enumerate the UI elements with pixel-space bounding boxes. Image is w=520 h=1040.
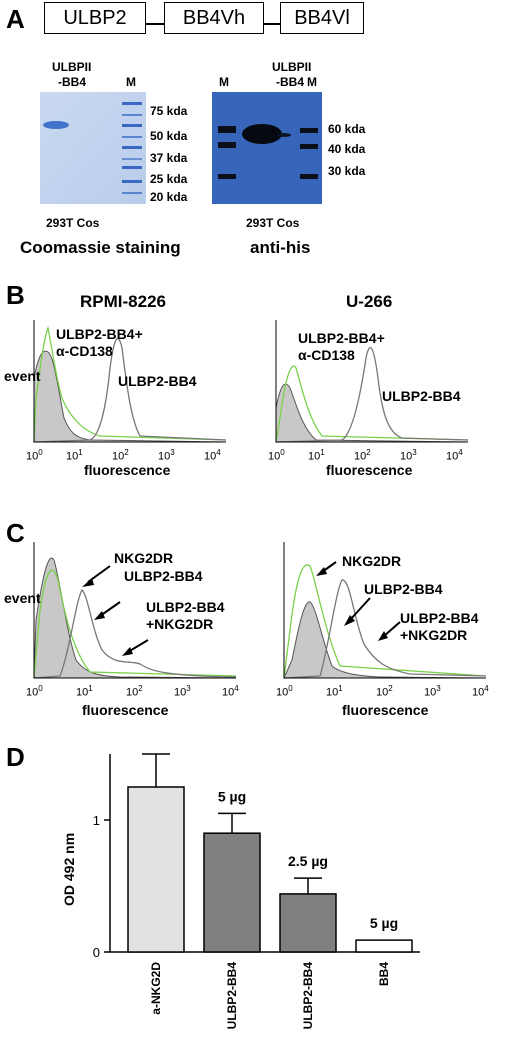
kda-label: 60 kda (328, 122, 366, 136)
kda-label: 30 kda (328, 164, 366, 178)
histogram-label: ULBP2-BB4+ (298, 330, 385, 346)
category-label: a-NKG2D (149, 962, 163, 1015)
x-tick: 103 (400, 448, 417, 463)
x-tick: 100 (26, 448, 43, 463)
bar-annotation: 2.5 µg (288, 853, 328, 869)
x-tick: 101 (326, 684, 343, 699)
histogram-label: α-CD138 (298, 347, 355, 363)
x-tick: 102 (126, 684, 143, 699)
x-tick: 102 (112, 448, 129, 463)
y-tick-label: 1 (93, 813, 100, 828)
histogram-label: +NKG2DR (400, 627, 468, 643)
x-tick: 104 (222, 684, 239, 699)
kda-label: 25 kda (150, 172, 188, 186)
x-tick: 100 (268, 448, 285, 463)
construct-box-ulbp2: ULBP2 (44, 2, 146, 34)
panel-a-letter: A (6, 4, 25, 34)
x-tick: 101 (308, 448, 325, 463)
antihis-caption: anti-his (250, 238, 311, 257)
construct-connector (264, 23, 280, 25)
coomassie-bottom-label: 293T Cos (46, 216, 100, 230)
category-label: BB4 (377, 962, 391, 986)
x-tick: 103 (424, 684, 441, 699)
antihis-blot (212, 92, 322, 204)
histogram-label: α-CD138 (56, 343, 113, 359)
bar (355, 939, 413, 953)
x-axis-label: fluorescence (82, 702, 169, 718)
x-tick: 103 (174, 684, 191, 699)
kda-label: 20 kda (150, 190, 188, 204)
construct-connector (146, 23, 164, 25)
coomassie-marker-label: M (126, 75, 136, 89)
kda-label: 75 kda (150, 104, 188, 118)
x-tick: 102 (354, 448, 371, 463)
histogram-c-right (283, 542, 487, 679)
bar-annotation: 5 µg (218, 788, 246, 804)
construct-box-bb4vh: BB4Vh (164, 2, 264, 34)
antihis-marker-left: M (219, 75, 229, 89)
histogram-label: ULBP2-BB4 (124, 568, 203, 584)
kda-label: 50 kda (150, 129, 188, 143)
x-tick: 104 (472, 684, 489, 699)
histogram-label: +NKG2DR (146, 616, 214, 632)
construct-box-bb4vl: BB4Vl (280, 2, 364, 34)
histogram-title-rpmi: RPMI-8226 (80, 292, 166, 311)
coomassie-lane-label: ULBPII (52, 60, 92, 74)
category-label: ULBP2-BB4 (225, 962, 239, 1030)
antihis-lane-label: ULBPII (272, 60, 312, 74)
y-axis-label: event (4, 368, 41, 384)
antihis-bottom-label: 293T Cos (246, 216, 300, 230)
gel-band (43, 121, 69, 129)
x-axis-label: fluorescence (84, 462, 171, 478)
x-tick: 100 (276, 684, 293, 699)
bars: a-NKG2D 5 µg ULBP2-BB4 2.5 µg ULBP2-BB4 5 µg B… (127, 753, 413, 1030)
panel-c-letter: C (6, 518, 25, 548)
x-tick: 101 (76, 684, 93, 699)
bar (127, 786, 185, 953)
histogram-label: ULBP2-BB4 (382, 388, 461, 404)
histogram-label: NKG2DR (342, 553, 402, 569)
y-tick-label: 0 (93, 945, 100, 960)
x-axis-label: fluorescence (326, 462, 413, 478)
histogram-label: NKG2DR (114, 550, 174, 566)
y-axis-label: OD 492 nm (61, 833, 77, 906)
kda-label: 37 kda (150, 151, 188, 165)
coomassie-gel (40, 92, 146, 204)
antihis-lane-label: -BB4 (276, 75, 305, 89)
x-tick: 104 (204, 448, 221, 463)
x-axis-label: fluorescence (342, 702, 429, 718)
bar-annotation: 5 µg (370, 915, 398, 931)
x-tick: 104 (446, 448, 463, 463)
panel-b-letter: B (6, 280, 25, 310)
bar (203, 832, 261, 953)
panel-d-letter: D (6, 742, 25, 772)
y-ticks: 01 (93, 813, 110, 960)
category-label: ULBP2-BB4 (301, 962, 315, 1030)
histogram-label: ULBP2-BB4 (364, 581, 443, 597)
x-tick: 103 (158, 448, 175, 463)
x-tick: 102 (376, 684, 393, 699)
bar (279, 893, 337, 953)
x-tick: 100 (26, 684, 43, 699)
kda-label: 40 kda (328, 142, 366, 156)
histogram-label: ULBP2-BB4 (146, 599, 225, 615)
histogram-b-right (275, 320, 469, 443)
coomassie-caption: Coomassie staining (20, 238, 181, 257)
coomassie-lane-label: -BB4 (58, 75, 87, 89)
y-axis-label: event (4, 590, 41, 606)
x-tick: 101 (66, 448, 83, 463)
histogram-label: ULBP2-BB4 (400, 610, 479, 626)
histogram-label: ULBP2-BB4 (118, 373, 197, 389)
histogram-b-left (33, 320, 227, 443)
antihis-marker-right: M (307, 75, 317, 89)
histogram-label: ULBP2-BB4+ (56, 326, 143, 342)
histogram-c-left (33, 542, 237, 679)
histogram-title-u266: U-266 (346, 292, 393, 311)
